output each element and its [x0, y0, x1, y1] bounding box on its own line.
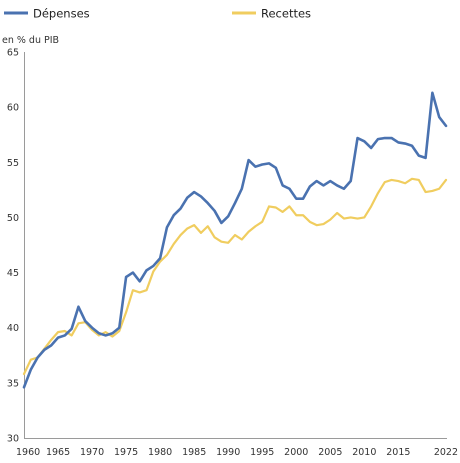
series-line-recettes	[22, 177, 448, 376]
x-tick-label: 2000	[284, 447, 308, 458]
series-lines	[22, 91, 448, 389]
series-line-depenses	[22, 91, 448, 389]
x-tick-label: 1995	[250, 447, 274, 458]
x-tick-label: 1980	[148, 447, 172, 458]
y-tick-label: 45	[7, 268, 19, 279]
y-unit-label: en % du PIB	[2, 35, 59, 46]
x-tick-label: 1975	[114, 447, 138, 458]
x-tick-label: 2015	[386, 447, 410, 458]
legend-label-depenses: Dépenses	[33, 7, 90, 21]
y-tick-label: 55	[7, 158, 19, 169]
x-tick-label: 1985	[182, 447, 206, 458]
x-tick-label: 2010	[352, 447, 376, 458]
y-tick-label: 60	[7, 103, 19, 114]
y-tick-label: 35	[7, 378, 19, 389]
y-axis-ticks: 30 35 40 45 50 55 60 65	[7, 48, 19, 445]
y-tick-label: 40	[7, 323, 19, 334]
x-axis-ticks: 1960 1965 1970 1975 1980 1985 1990 1995 2000 2005…	[16, 447, 458, 458]
x-tick-label: 1990	[216, 447, 240, 458]
y-tick-label: 30	[7, 434, 19, 445]
x-tick-label: 2005	[318, 447, 342, 458]
legend-label-recettes: Recettes	[261, 7, 311, 21]
x-tick-label: 1965	[46, 447, 70, 458]
y-tick-label: 65	[7, 48, 19, 59]
legend: Dépenses Recettes	[4, 7, 311, 21]
x-tick-label: 2022	[434, 447, 458, 458]
x-tick-label: 1960	[16, 447, 40, 458]
y-tick-label: 50	[7, 213, 19, 224]
x-tick-label: 1970	[80, 447, 104, 458]
